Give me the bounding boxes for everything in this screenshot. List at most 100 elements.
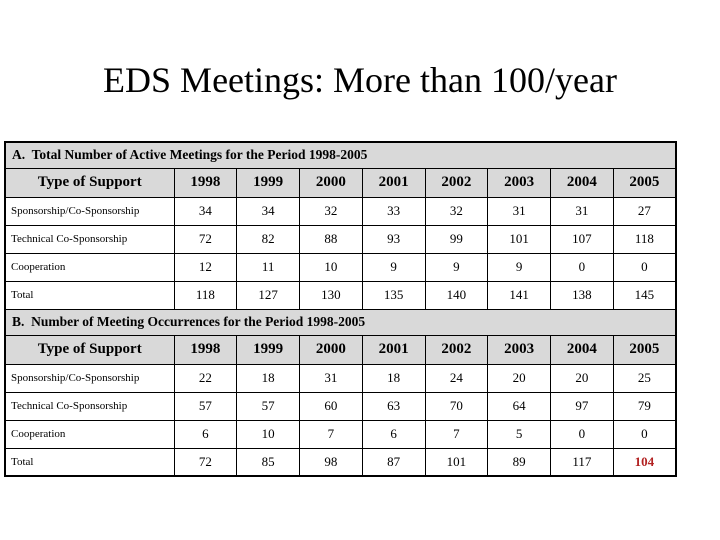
value-cell: 130 [299,280,363,310]
value-cell: 31 [299,363,363,393]
table-row: Total 72 85 98 87 101 89 117 104 [4,447,677,477]
row-label: Cooperation [4,252,175,282]
value-cell: 57 [236,391,300,421]
value-cell: 32 [299,196,363,226]
value-cell: 18 [236,363,300,393]
value-cell: 6 [361,419,426,449]
row-label: Cooperation [4,419,175,449]
column-header-year: 2003 [487,334,551,365]
table-row: Technical Co-Sponsorship 72 82 88 93 99 101 107… [4,224,677,254]
value-cell: 31 [487,196,551,226]
value-cell: 63 [361,391,426,421]
value-cell: 24 [424,363,489,393]
table-row: Sponsorship/Co-Sponsorship 22 18 31 18 24 20 20… [4,363,677,393]
row-label: Technical Co-Sponsorship [4,391,175,421]
value-cell: 20 [550,363,614,393]
table-row: Cooperation 6 10 7 6 7 5 0 0 [4,419,677,449]
column-header-year: 2003 [487,167,551,198]
value-cell: 104 [612,447,677,477]
column-header-row-b: Type of Support 1998 1999 2000 2001 2002 2003 2… [4,334,677,365]
row-label: Sponsorship/Co-Sponsorship [4,196,175,226]
table-row: Technical Co-Sponsorship 57 57 60 63 70 64 97 79 [4,391,677,421]
row-label: Sponsorship/Co-Sponsorship [4,363,175,393]
column-header-year: 2000 [299,334,363,365]
value-cell: 34 [173,196,238,226]
value-cell: 107 [550,224,614,254]
value-cell: 79 [612,391,677,421]
value-cell: 141 [487,280,551,310]
value-cell: 101 [424,447,489,477]
column-header-row-a: Type of Support 1998 1999 2000 2001 2002 2003 2… [4,167,677,198]
section-title-b: B. Number of Meeting Occurrences for the… [4,308,677,336]
value-cell: 33 [361,196,426,226]
value-cell: 97 [550,391,614,421]
value-cell: 12 [173,252,238,282]
value-cell: 138 [550,280,614,310]
column-header-year: 2005 [612,167,677,198]
value-cell: 135 [361,280,426,310]
section-header-row-b: B. Number of Meeting Occurrences for the… [4,308,677,336]
value-cell: 88 [299,224,363,254]
value-cell: 118 [612,224,677,254]
value-cell: 118 [173,280,238,310]
value-cell: 145 [612,280,677,310]
column-header-year: 1999 [236,167,300,198]
value-cell: 99 [424,224,489,254]
column-header-year: 2002 [424,334,489,365]
value-cell: 98 [299,447,363,477]
value-cell: 101 [487,224,551,254]
section-header-row-a: A. Total Number of Active Meetings for t… [4,141,677,169]
column-header-year: 2001 [361,167,426,198]
value-cell: 60 [299,391,363,421]
column-header-year: 2001 [361,334,426,365]
value-cell: 7 [424,419,489,449]
value-cell: 27 [612,196,677,226]
value-cell: 6 [173,419,238,449]
row-label: Technical Co-Sponsorship [4,224,175,254]
value-cell: 5 [487,419,551,449]
value-cell: 0 [550,252,614,282]
column-header-year: 1999 [236,334,300,365]
column-header-type-of-support: Type of Support [4,334,175,365]
value-cell: 10 [299,252,363,282]
value-cell: 93 [361,224,426,254]
value-cell: 9 [487,252,551,282]
value-cell: 9 [361,252,426,282]
value-cell: 117 [550,447,614,477]
value-cell: 89 [487,447,551,477]
column-header-type-of-support: Type of Support [4,167,175,198]
value-cell: 11 [236,252,300,282]
value-cell: 0 [550,419,614,449]
value-cell: 0 [612,252,677,282]
table-row: Cooperation 12 11 10 9 9 9 0 0 [4,252,677,282]
value-cell: 64 [487,391,551,421]
row-label: Total [4,447,175,477]
value-cell: 31 [550,196,614,226]
value-cell: 57 [173,391,238,421]
slide-title: EDS Meetings: More than 100/year [103,60,617,100]
value-cell: 25 [612,363,677,393]
meetings-table-body: A. Total Number of Active Meetings for t… [4,141,677,477]
value-cell: 127 [236,280,300,310]
value-cell: 18 [361,363,426,393]
column-header-year: 2004 [550,334,614,365]
value-cell: 85 [236,447,300,477]
column-header-year: 2004 [550,167,614,198]
meetings-tables-container: A. Total Number of Active Meetings for t… [4,141,677,477]
value-cell: 70 [424,391,489,421]
meetings-table: A. Total Number of Active Meetings for t… [4,141,677,477]
value-cell: 0 [612,419,677,449]
row-label: Total [4,280,175,310]
value-cell: 87 [361,447,426,477]
value-cell: 72 [173,224,238,254]
value-cell: 7 [299,419,363,449]
column-header-year: 2002 [424,167,489,198]
column-header-year: 1998 [173,334,238,365]
table-row: Total 118 127 130 135 140 141 138 145 [4,280,677,310]
column-header-year: 1998 [173,167,238,198]
value-cell: 20 [487,363,551,393]
value-cell: 22 [173,363,238,393]
value-cell: 10 [236,419,300,449]
value-cell: 140 [424,280,489,310]
value-cell: 72 [173,447,238,477]
